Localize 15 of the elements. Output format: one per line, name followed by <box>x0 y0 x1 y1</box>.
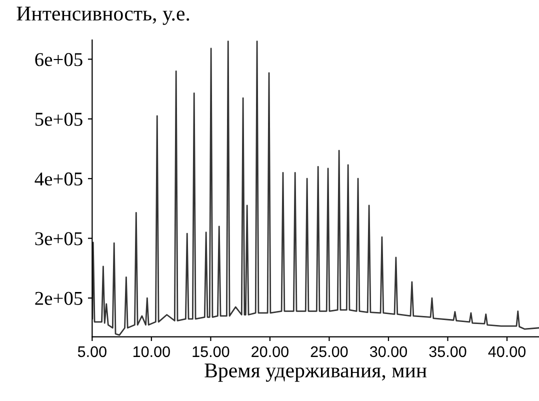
y-tick-label: 3e+05 <box>35 232 82 246</box>
x-tick-label: 25.00 <box>310 346 348 358</box>
y-tick-label: 2e+05 <box>35 292 82 305</box>
x-tick-label: 40.00 <box>488 346 526 358</box>
y-tick-label: 4e+05 <box>34 172 82 186</box>
x-tick-label: 30.00 <box>370 346 407 358</box>
y-axis-title: Интенсивность, у.е. <box>16 6 190 25</box>
y-tick-label: 5e+05 <box>36 112 82 126</box>
x-tick-label: 20.00 <box>252 346 288 358</box>
x-tick-label: 5.00 <box>78 346 106 358</box>
x-tick-label: 10.00 <box>133 346 170 358</box>
x-tick-label: 15.00 <box>192 346 230 358</box>
x-axis-title: Время удерживания, мин <box>204 364 427 382</box>
x-tick-label: 35.00 <box>429 346 466 358</box>
y-tick-label: 6e+05 <box>35 53 82 66</box>
